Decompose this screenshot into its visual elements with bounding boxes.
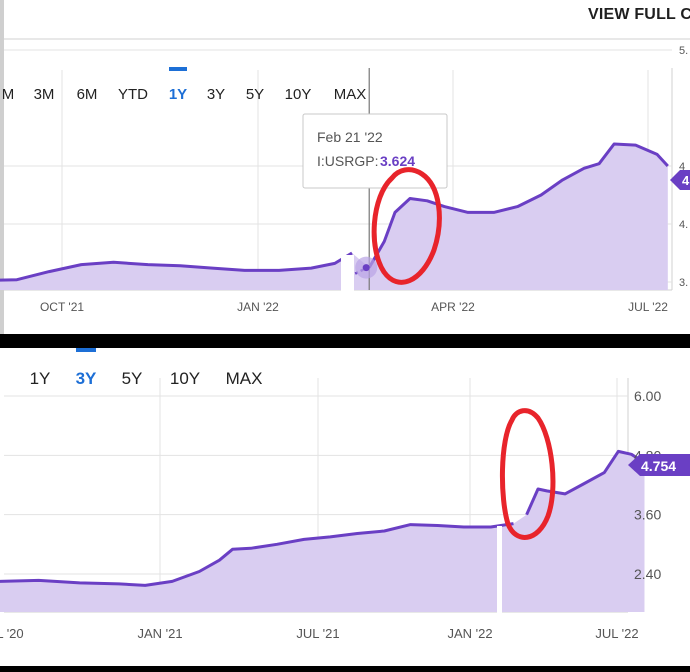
y-tick-label: 6.00 (634, 388, 661, 404)
view-full-chart-link[interactable]: VIEW FULL C (588, 6, 690, 23)
hover-point (362, 264, 370, 272)
series-line (0, 522, 514, 587)
range-button-5y[interactable]: 5Y (122, 369, 143, 388)
range-button-3m[interactable]: 3M (34, 86, 55, 103)
last-value-badge (670, 170, 690, 190)
tooltip-date: Feb 21 '22 (317, 129, 383, 145)
range-button-3y[interactable]: 3Y (207, 86, 225, 103)
range-button-max[interactable]: MAX (334, 86, 367, 103)
y-tick-label: 4. (679, 219, 688, 231)
last-value-label: 4.754 (641, 458, 676, 474)
x-tick-label: JUL '21 (296, 626, 339, 641)
hand-drawn-annotation-circle (371, 167, 442, 285)
range-button-3y[interactable]: 3Y (76, 369, 97, 388)
series-area-fill (0, 451, 645, 612)
range-button-10y[interactable]: 10Y (170, 369, 200, 388)
active-range-indicator (169, 67, 187, 71)
y-tick-label: 3. (679, 277, 688, 289)
data-gap (341, 255, 354, 291)
y-tick-label: 4 (679, 161, 685, 173)
active-range-indicator (76, 348, 96, 352)
x-tick-label: L '20 (0, 626, 24, 641)
x-tick-label: OCT '21 (40, 300, 84, 314)
tooltip-value: 3.624 (380, 153, 415, 169)
range-button-1y[interactable]: 1Y (30, 369, 51, 388)
hand-drawn-annotation-circle (499, 408, 556, 540)
range-button-max[interactable]: MAX (226, 369, 263, 388)
y-tick-label: 5. (679, 45, 688, 57)
range-button-6m[interactable]: 6M (77, 86, 98, 103)
x-tick-label: JAN '22 (237, 300, 279, 314)
y-tick-label: 3.60 (634, 507, 661, 523)
chart-panel-1y: VIEW FULL C M 3M 6M YTD 1Y 3Y 5Y 10Y MAX Feb 21 '… (0, 0, 690, 334)
series-line (0, 251, 353, 282)
x-tick-label: JAN '21 (137, 626, 182, 641)
range-button-10y[interactable]: 10Y (285, 86, 312, 103)
range-button-m[interactable]: M (2, 86, 15, 103)
y-tick-label: 2.40 (634, 566, 661, 582)
range-button-ytd[interactable]: YTD (118, 86, 148, 103)
x-tick-label: JUL '22 (595, 626, 638, 641)
panel-left-edge (0, 0, 4, 334)
last-value-badge (628, 454, 690, 476)
series-line (367, 142, 669, 269)
range-button-5y[interactable]: 5Y (246, 86, 264, 103)
data-gap (497, 526, 502, 614)
range-button-1y[interactable]: 1Y (169, 86, 187, 103)
tooltip-series-label: I:USRGP: (317, 153, 378, 169)
last-value-label: 4 (682, 173, 690, 188)
x-tick-label: APR '22 (431, 300, 475, 314)
series-line (525, 449, 646, 516)
series-area-fill (0, 144, 668, 290)
x-tick-label: JUL '22 (628, 300, 668, 314)
x-tick-label: JAN '22 (447, 626, 492, 641)
